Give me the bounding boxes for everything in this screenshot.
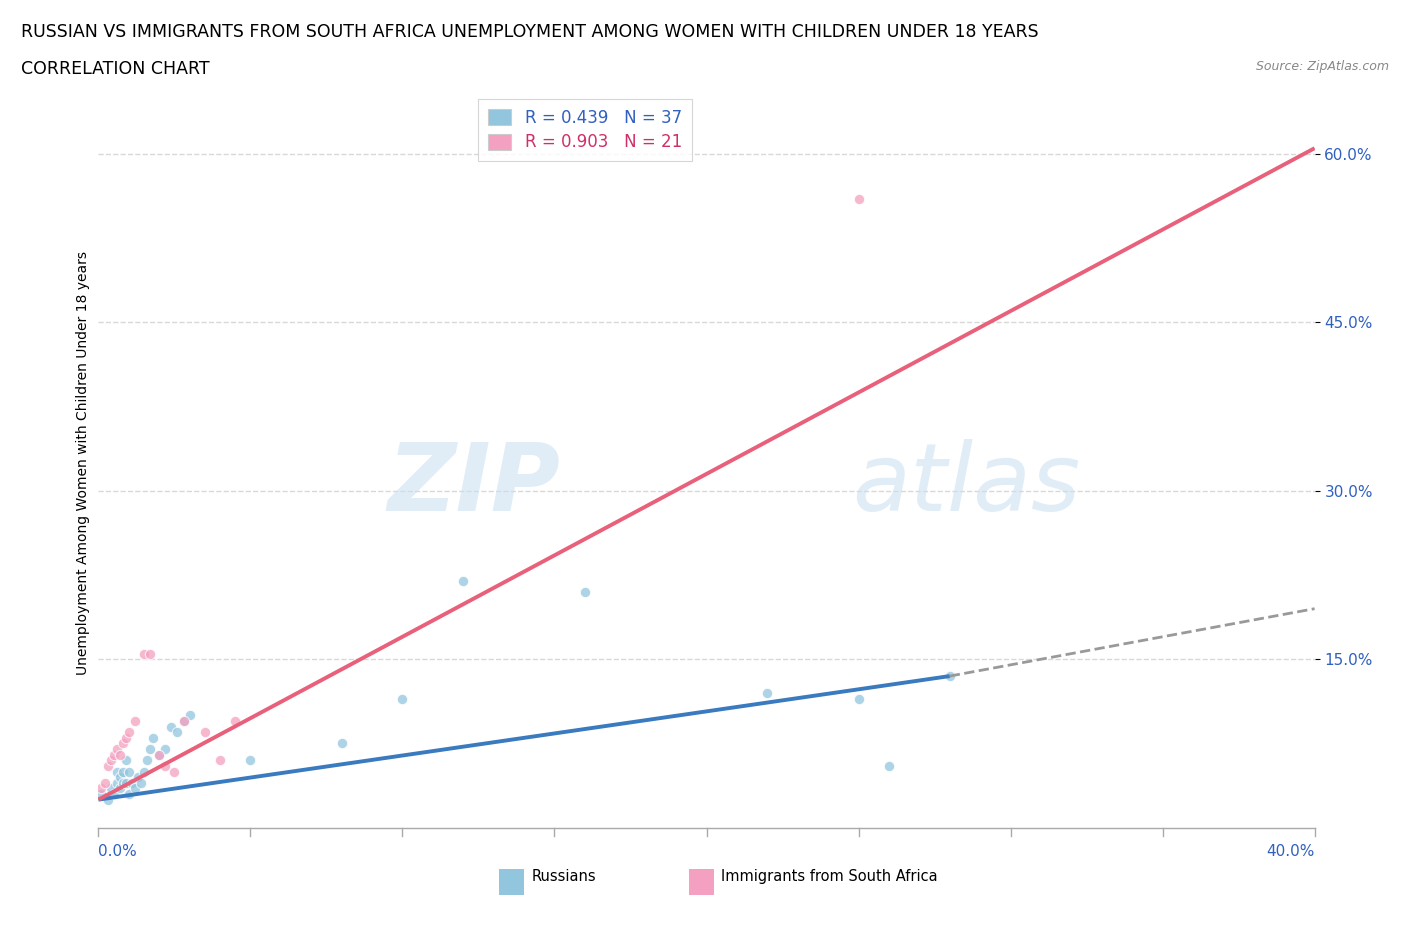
Point [166,724,188,739]
Point [129,776,152,790]
Point [118,724,141,739]
Text: atlas: atlas [852,439,1081,530]
Text: 0.0%: 0.0% [98,844,138,859]
Point [756,685,779,700]
Point [877,759,900,774]
Point [179,708,201,723]
Point [105,776,128,790]
Point [939,669,962,684]
Point [391,691,413,706]
Point [111,764,134,779]
Point [105,764,128,779]
Point [132,764,155,779]
Point [148,748,170,763]
Point [848,192,870,206]
Point [194,724,217,739]
Point [121,776,143,790]
Point [139,741,162,756]
Point [330,736,353,751]
Point [136,753,159,768]
Text: 40.0%: 40.0% [1267,844,1315,859]
Point [173,713,195,728]
Point [103,787,125,802]
Point [103,748,125,763]
Point [100,753,122,768]
Text: Source: ZipAtlas.com: Source: ZipAtlas.com [1256,60,1389,73]
Point [155,741,177,756]
Point [114,730,136,745]
Point [118,764,141,779]
Text: Russians: Russians [531,870,596,884]
Point [127,770,149,785]
Point [132,646,155,661]
Point [108,770,131,785]
Point [111,736,134,751]
Point [124,713,146,728]
Point [124,781,146,796]
Point [90,787,112,802]
Point [142,730,165,745]
Point [111,776,134,790]
Point [114,776,136,790]
Point [118,787,141,802]
Point [160,719,183,734]
Point [155,759,177,774]
Point [108,781,131,796]
Point [100,781,122,796]
Point [239,753,262,768]
Point [173,713,195,728]
Point [148,748,170,763]
Y-axis label: Unemployment Among Women with Children Under 18 years: Unemployment Among Women with Children U… [76,251,90,674]
Text: RUSSIAN VS IMMIGRANTS FROM SOUTH AFRICA UNEMPLOYMENT AMONG WOMEN WITH CHILDREN U: RUSSIAN VS IMMIGRANTS FROM SOUTH AFRICA … [21,23,1039,41]
Point [90,781,112,796]
Point [453,573,475,588]
Point [848,691,870,706]
Point [139,646,162,661]
Text: Immigrants from South Africa: Immigrants from South Africa [721,870,938,884]
Point [209,753,232,768]
Point [96,759,118,774]
Legend: R = 0.439   N = 37, R = 0.903   N = 21: R = 0.439 N = 37, R = 0.903 N = 21 [478,99,692,161]
Point [224,713,246,728]
Point [163,764,186,779]
Point [96,792,118,807]
Point [574,584,596,599]
Point [108,748,131,763]
Point [93,776,115,790]
Text: ZIP: ZIP [388,439,561,531]
Text: CORRELATION CHART: CORRELATION CHART [21,60,209,78]
Point [114,753,136,768]
Point [105,741,128,756]
